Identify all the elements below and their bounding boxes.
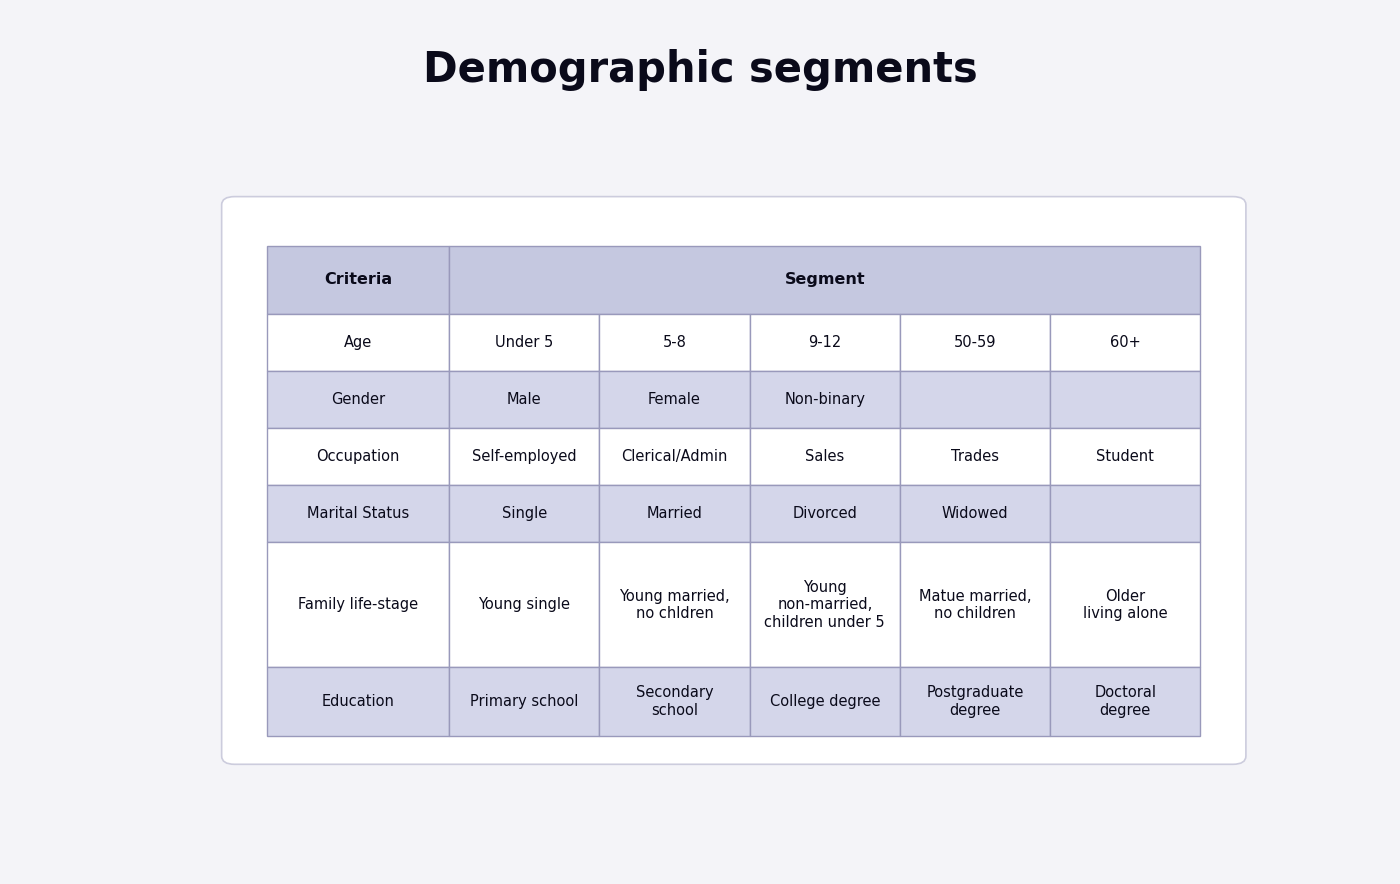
Bar — [267, 543, 449, 667]
Bar — [599, 485, 749, 543]
Bar — [267, 667, 449, 735]
Text: Sales: Sales — [805, 449, 844, 464]
Bar — [449, 246, 1200, 314]
Text: 60+: 60+ — [1110, 335, 1141, 350]
Bar — [599, 371, 749, 428]
Bar — [900, 428, 1050, 485]
Text: Segment: Segment — [784, 272, 865, 287]
FancyBboxPatch shape — [221, 196, 1246, 765]
Text: Primary school: Primary school — [470, 694, 578, 709]
Bar — [749, 543, 900, 667]
Bar — [749, 314, 900, 371]
Bar — [449, 314, 599, 371]
Bar — [599, 428, 749, 485]
Text: Occupation: Occupation — [316, 449, 400, 464]
Bar — [267, 485, 449, 543]
Bar — [1050, 543, 1200, 667]
Text: Young single: Young single — [479, 598, 570, 613]
Text: Trades: Trades — [951, 449, 1000, 464]
Bar — [1050, 371, 1200, 428]
Text: Single: Single — [501, 507, 547, 522]
Text: Age: Age — [344, 335, 372, 350]
Bar — [267, 314, 449, 371]
Bar — [267, 246, 449, 314]
Bar — [900, 667, 1050, 735]
Text: Widowed: Widowed — [942, 507, 1008, 522]
Bar — [449, 543, 599, 667]
Bar — [1050, 485, 1200, 543]
Text: Male: Male — [507, 392, 542, 408]
Text: 50-59: 50-59 — [953, 335, 997, 350]
Text: Under 5: Under 5 — [496, 335, 553, 350]
Text: Female: Female — [648, 392, 701, 408]
Bar — [1050, 428, 1200, 485]
Text: Divorced: Divorced — [792, 507, 857, 522]
Text: Education: Education — [322, 694, 395, 709]
Bar — [599, 314, 749, 371]
Text: 9-12: 9-12 — [808, 335, 841, 350]
Bar — [749, 485, 900, 543]
Text: Marital Status: Marital Status — [307, 507, 409, 522]
Bar — [449, 371, 599, 428]
Bar — [900, 371, 1050, 428]
Text: Clerical/Admin: Clerical/Admin — [622, 449, 728, 464]
Bar — [900, 314, 1050, 371]
Text: Postgraduate
degree: Postgraduate degree — [927, 685, 1023, 718]
Bar — [749, 428, 900, 485]
Text: Student: Student — [1096, 449, 1154, 464]
Text: Criteria: Criteria — [325, 272, 392, 287]
Text: Matue married,
no children: Matue married, no children — [918, 589, 1032, 621]
Bar — [449, 667, 599, 735]
Text: Doctoral
degree: Doctoral degree — [1095, 685, 1156, 718]
Text: Older
living alone: Older living alone — [1082, 589, 1168, 621]
Bar — [749, 371, 900, 428]
Text: Young
non-married,
children under 5: Young non-married, children under 5 — [764, 580, 885, 629]
Bar — [1050, 314, 1200, 371]
Bar — [749, 667, 900, 735]
Text: Gender: Gender — [332, 392, 385, 408]
Text: Married: Married — [647, 507, 703, 522]
Bar — [900, 485, 1050, 543]
Text: Young married,
no chldren: Young married, no chldren — [619, 589, 729, 621]
Text: Demographic segments: Demographic segments — [423, 49, 977, 91]
Bar — [599, 667, 749, 735]
Text: 5-8: 5-8 — [662, 335, 686, 350]
Bar — [449, 428, 599, 485]
Bar — [267, 371, 449, 428]
Bar — [900, 543, 1050, 667]
Text: Secondary
school: Secondary school — [636, 685, 714, 718]
Text: Self-employed: Self-employed — [472, 449, 577, 464]
Text: College degree: College degree — [770, 694, 881, 709]
Bar — [449, 485, 599, 543]
Bar — [1050, 667, 1200, 735]
Bar — [267, 428, 449, 485]
Bar — [599, 543, 749, 667]
Text: Non-binary: Non-binary — [784, 392, 865, 408]
Text: Family life-stage: Family life-stage — [298, 598, 419, 613]
